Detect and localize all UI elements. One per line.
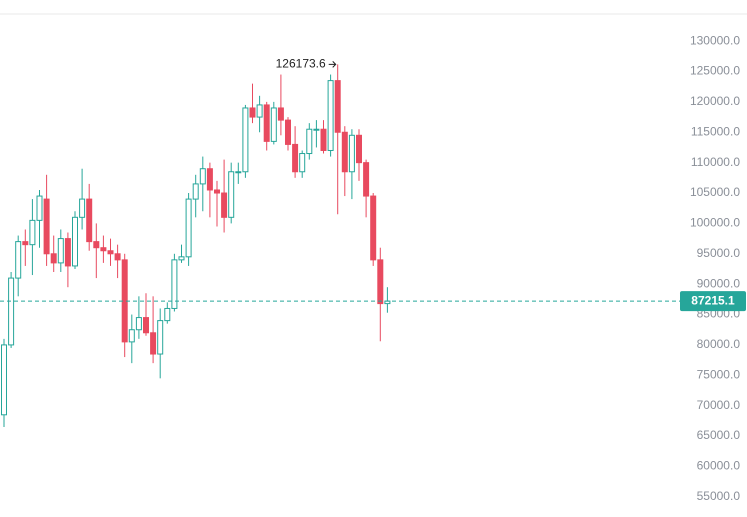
candle-body: [356, 134, 362, 164]
candle-body: [164, 307, 171, 322]
candle-body: [36, 195, 43, 221]
y-tick-label: 70000.0: [697, 398, 741, 412]
candle-body: [313, 128, 320, 131]
y-tick-label: 100000.0: [690, 216, 740, 230]
candle-body: [150, 332, 157, 355]
candle-body: [327, 80, 334, 151]
candle-body: [1, 344, 7, 416]
candle-body: [214, 189, 220, 194]
candle-body: [107, 250, 114, 255]
y-tick-label: 75000.0: [697, 367, 741, 381]
candle-body: [185, 198, 192, 258]
candle-body: [235, 171, 242, 174]
candle-body: [256, 104, 263, 118]
y-tick-label: 125000.0: [690, 64, 740, 78]
candle-body: [348, 134, 355, 173]
candle-body: [320, 128, 327, 151]
candle-body: [86, 198, 93, 243]
candle-body: [157, 320, 164, 355]
candle-body: [100, 247, 107, 252]
candle-body: [192, 183, 199, 200]
candle-body: [363, 162, 370, 197]
candle-body: [15, 241, 22, 279]
candle-body: [8, 277, 15, 346]
candle-body: [221, 192, 228, 218]
candle-body: [334, 80, 341, 133]
y-tick-label: 115000.0: [691, 124, 740, 138]
candle-body: [114, 253, 121, 261]
y-tick-label: 95000.0: [697, 246, 741, 260]
y-tick-label: 105000.0: [690, 185, 740, 199]
candle-body: [50, 253, 57, 264]
candle-body: [171, 259, 178, 309]
candle-body: [299, 153, 306, 173]
candle-body: [341, 131, 348, 173]
last-price-box: [680, 291, 746, 312]
candle-body: [285, 119, 291, 145]
candle-body: [128, 329, 135, 343]
max-annotation: 126173.6: [276, 57, 326, 71]
candle-body: [143, 317, 149, 334]
y-tick-label: 55000.0: [697, 489, 741, 503]
candle-body: [228, 171, 235, 218]
candle-body: [270, 107, 277, 142]
candle-body: [57, 238, 64, 264]
candle-body: [79, 198, 86, 218]
y-tick-label: 90000.0: [697, 276, 741, 290]
candle-body: [263, 104, 270, 142]
candle-body: [206, 168, 213, 191]
candle-body: [64, 238, 71, 267]
candle-body: [277, 107, 284, 121]
candle-body: [72, 216, 78, 267]
annotation-arrow: [328, 61, 337, 68]
y-tick-label: 120000.0: [690, 94, 740, 108]
candle-body: [93, 241, 100, 249]
candle-body: [242, 107, 249, 173]
candle-body: [292, 143, 299, 173]
candle-body: [370, 195, 377, 261]
candle-body: [178, 256, 185, 261]
candle-body: [135, 317, 142, 331]
y-tick-label: 65000.0: [697, 428, 741, 442]
candle-body: [22, 241, 29, 246]
y-tick-label: 110000.0: [691, 155, 740, 169]
y-tick-label: 60000.0: [697, 459, 741, 473]
candle-body: [29, 219, 36, 246]
candle-body: [43, 198, 50, 255]
last-price-label: 87215.1: [691, 293, 735, 307]
candle-body: [249, 107, 256, 118]
candle-body: [306, 128, 313, 155]
candle-body: [199, 168, 206, 185]
y-tick-label: 130000.0: [690, 33, 740, 47]
y-tick-label: 80000.0: [697, 337, 741, 351]
candle-body: [377, 259, 384, 305]
